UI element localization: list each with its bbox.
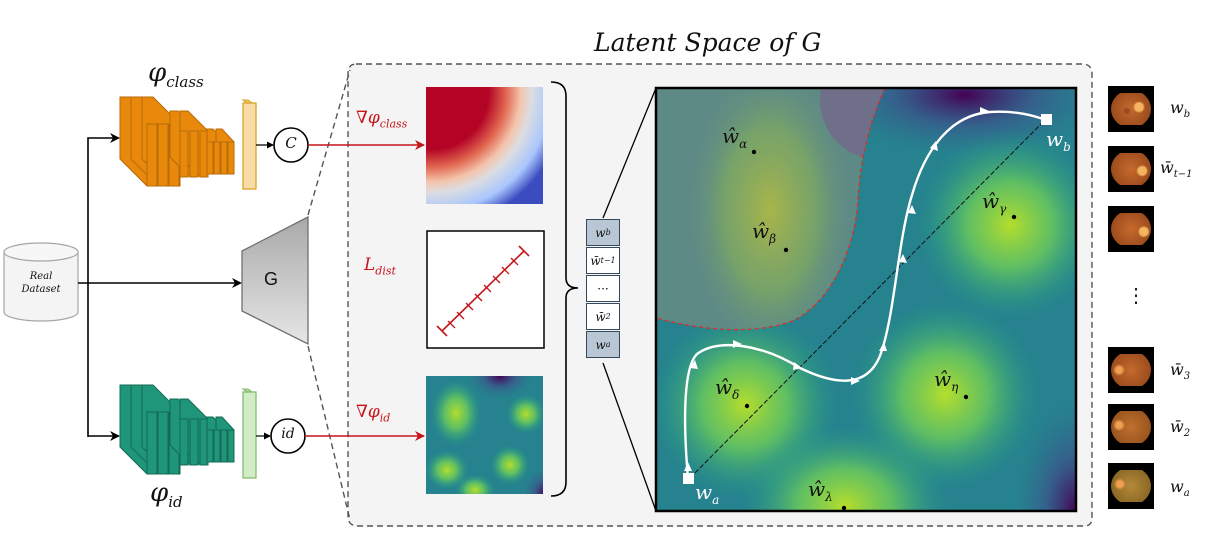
dataset-connectors (78, 133, 242, 441)
class-gradient-heatmap (426, 87, 543, 204)
vector-cell: w̄ 2 (586, 303, 620, 330)
vector-cell: ··· (586, 275, 620, 302)
sample-thumbnail (1108, 86, 1154, 132)
dist-loss-label: Ldist (364, 255, 396, 278)
sample-label: w̄t−1 (1160, 158, 1193, 181)
sample-ellipsis: ⋮ (1126, 283, 1146, 307)
start-point-label: wa (695, 480, 720, 507)
point-label-delta: ŵδ (715, 375, 740, 402)
end-point-label: wb (1046, 127, 1071, 154)
latent-space-map (656, 88, 1076, 511)
latent-map-frame (654, 86, 1078, 513)
vector-cell: w̄ t−1 (586, 247, 620, 274)
point-label-gamma: ŵγ (982, 189, 1007, 216)
sample-thumbnail (1108, 463, 1154, 509)
point-label-beta: ŵβ (752, 219, 777, 246)
id-gradient-heatmap (426, 376, 543, 494)
point-label-eta: ŵη (934, 367, 959, 394)
class-net-label: φclass (148, 58, 204, 92)
generator-label: G (264, 269, 279, 289)
sample-label: w̄2 (1170, 417, 1191, 440)
real-dataset-cylinder (3, 242, 79, 322)
sample-thumbnail (1108, 347, 1154, 393)
grad-class-label: ∇φclass (356, 108, 408, 131)
sample-label: wa (1170, 477, 1190, 500)
grad-id-label: ∇φid (356, 402, 391, 425)
point-label-alpha: ŵα (722, 124, 748, 151)
sample-label: w̄3 (1170, 360, 1191, 383)
brace (550, 81, 579, 497)
sample-label: wb (1170, 98, 1191, 121)
generator-block (241, 215, 309, 346)
class-cnn-layers (119, 96, 235, 187)
class-feature-vector (241, 99, 258, 190)
id-cnn-layers (119, 384, 235, 475)
class-node-label: C (285, 134, 297, 152)
sample-thumbnail (1108, 206, 1154, 252)
point-label-lambda: ŵλ (808, 477, 833, 504)
id-node-label: id (281, 426, 295, 442)
sample-thumbnail (1108, 404, 1154, 450)
id-net-label: φid (150, 478, 183, 512)
real-dataset-label: Real Dataset (21, 271, 61, 295)
sample-thumbnail (1108, 146, 1154, 192)
latent-space-title: Latent Space of G (594, 28, 822, 57)
distance-plot (426, 230, 545, 349)
id-feature-vector (241, 388, 258, 479)
